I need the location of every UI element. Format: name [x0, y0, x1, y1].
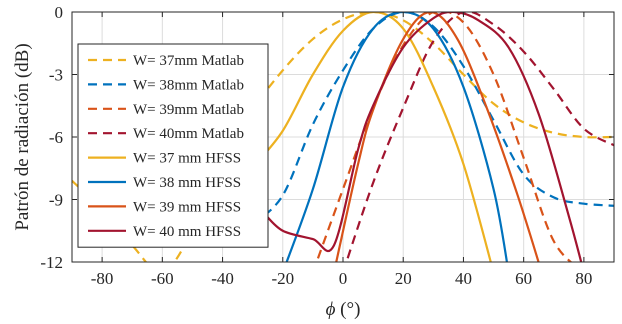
x-tick-label: -80: [91, 269, 114, 288]
series-line-5: [221, 12, 492, 262]
series-line-2: [251, 12, 614, 226]
x-tick-label: 40: [455, 269, 472, 288]
y-tick-label: -6: [49, 128, 63, 147]
legend-label: W= 38mm Matlab: [133, 77, 244, 93]
series-line-3: [315, 12, 573, 262]
legend-box: [77, 43, 269, 248]
x-axis-symbol: ϕ: [326, 299, 336, 320]
series-line-4: [345, 12, 614, 262]
x-tick-label: 80: [575, 269, 592, 288]
y-tick-label: 0: [55, 3, 64, 22]
legend-label: W= 40mm Matlab: [133, 126, 244, 142]
x-axis-unit: (°): [340, 299, 360, 320]
axis-ticks: -80 -60 -40 -20 0 20 40 60 80 0 -3 -6 -9 -12: [40, 3, 614, 288]
series-line-1: [72, 12, 614, 262]
legend-label: W= 39 mm HFSS: [133, 199, 241, 215]
legend-label: W= 37 mm HFSS: [133, 151, 241, 167]
legend-label: W= 37mm Matlab: [133, 53, 244, 69]
x-axis-label: ϕ (°): [326, 299, 361, 320]
series-layer: [72, 12, 614, 262]
x-tick-label: 20: [395, 269, 412, 288]
y-axis-label: Patrón de radiación (dB): [12, 43, 33, 230]
x-tick-label: -40: [211, 269, 234, 288]
x-tick-label: 60: [515, 269, 532, 288]
series-line-8: [263, 12, 583, 262]
x-tick-label: -20: [271, 269, 294, 288]
legend-label: W= 38 mm HFSS: [133, 175, 241, 191]
legend: W= 37mm Matlab W= 38mm Matlab W= 39mm Matl…: [77, 43, 269, 248]
legend-label: W= 39mm Matlab: [133, 102, 244, 118]
legend-label: W= 40 mm HFSS: [133, 224, 241, 240]
x-tick-label: 0: [339, 269, 348, 288]
y-tick-label: -12: [40, 253, 63, 272]
series-line-7: [335, 12, 540, 262]
y-tick-label: -9: [49, 191, 63, 210]
y-tick-label: -3: [49, 66, 63, 85]
series-line-6: [285, 12, 509, 262]
x-tick-label: -60: [151, 269, 174, 288]
